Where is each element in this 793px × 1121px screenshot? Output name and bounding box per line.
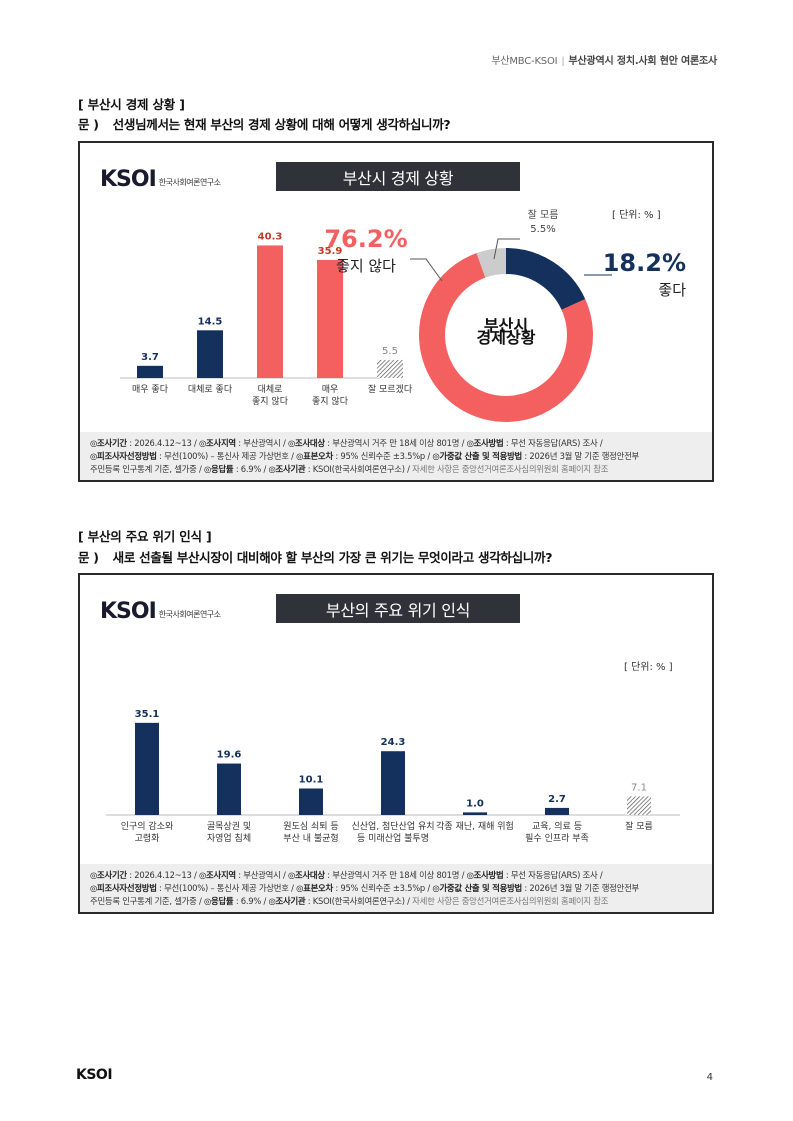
pie-slice xyxy=(419,248,593,422)
bar-category-label: 인구의 감소와 고령화 xyxy=(121,820,174,844)
bar xyxy=(317,259,343,378)
survey-footnote: ◎조사기간 : 2026.4.12~13 / ◎조사지역 : 부산광역시 / ◎… xyxy=(80,432,712,480)
bar xyxy=(627,796,651,815)
bar-value-label: 14.5 xyxy=(198,316,223,327)
bar-value-label: 3.7 xyxy=(141,352,159,363)
ksoi-logo-org: 한국사회여론연구소 xyxy=(158,178,221,187)
question-text: 선생님께서는 현재 부산의 경제 상황에 대해 어떻게 생각하십니까? xyxy=(112,117,451,132)
pie-slice-value: 5.5% xyxy=(530,224,555,235)
page-number: 4 xyxy=(706,1072,713,1083)
bar-category-label: 신산업, 첨단산업 유치 등 미래산업 불투명 xyxy=(351,820,434,844)
pie-slice-name: 좋지 않다 xyxy=(336,257,396,275)
bar-category-label: 대체로 좋지 않다 xyxy=(252,384,289,407)
bar-value-label: 19.6 xyxy=(217,750,242,761)
ksoi-logo-mark: KSOI xyxy=(100,599,157,624)
bar xyxy=(217,763,241,815)
bar xyxy=(257,245,283,378)
bar-value-label: 24.3 xyxy=(381,737,406,748)
bar xyxy=(197,330,223,378)
pie-center-label: 부산시 경제상황 xyxy=(477,316,536,347)
ksoi-logo-mark: KSOI xyxy=(100,167,157,192)
crisis-chart-panel: KSOI 한국사회여론연구소 부산의 주요 위기 인식 [ 단위: % ] 35… xyxy=(78,573,714,914)
ksoi-logo: KSOI 한국사회여론연구소 xyxy=(100,601,221,623)
header-org: 부산MBC-KSOI xyxy=(491,56,558,67)
bar-value-label: 5.5 xyxy=(382,346,398,357)
survey-footnote: ◎조사기간 : 2026.4.12~13 / ◎조사지역 : 부산광역시 / ◎… xyxy=(80,864,712,912)
bar-category-label: 잘 모르겠다 xyxy=(368,383,413,395)
unit-label: [ 단위: % ] xyxy=(624,662,673,673)
bar-category-label: 교육, 의료 등 필수 인프라 부족 xyxy=(525,821,589,844)
ksoi-logo-org: 한국사회여론연구소 xyxy=(158,610,221,619)
bar-value-label: 10.1 xyxy=(299,774,324,785)
bar-value-label: 1.0 xyxy=(466,798,484,809)
bar-value-label: 2.7 xyxy=(548,794,566,805)
bar-category-label: 매우 좋지 않다 xyxy=(312,384,349,407)
pie-slice-value: 18.2% xyxy=(603,249,686,277)
pie-slice-name: 잘 모름 xyxy=(528,209,559,221)
chart-title-banner: 부산의 주요 위기 인식 xyxy=(276,594,520,623)
question-prefix: 문 ) xyxy=(78,117,99,132)
bar-value-label: 7.1 xyxy=(631,782,647,793)
bar xyxy=(377,359,403,378)
economy-chart-svg: 3.7 매우 좋다 14.5 대체로 좋다 40.3 대체로 좋지 않다 35.9 매우 좋지 않… xyxy=(120,209,686,422)
bar-category-label: 잘 모름 xyxy=(625,820,653,832)
ksoi-logo: KSOI 한국사회여론연구소 xyxy=(100,169,221,191)
page-header: 부산MBC-KSOI | 부산광역시 정치.사회 현안 여론조사 xyxy=(491,56,718,67)
section-title-economy: [ 부산시 경제 상황 ] xyxy=(78,97,185,112)
bar xyxy=(299,788,323,815)
pie-slice-name: 좋다 xyxy=(658,281,686,299)
bar-category-label: 각종 재난, 재해 위험 xyxy=(436,820,514,832)
question-economy: 문 ) 선생님께서는 현재 부산의 경제 상황에 대해 어떻게 생각하십니까? xyxy=(78,114,451,133)
bar-category-label: 골목상권 및 자영업 침체 xyxy=(207,820,251,844)
bar xyxy=(463,812,487,815)
question-prefix: 문 ) xyxy=(78,550,99,565)
pie-slice xyxy=(419,248,593,422)
footer-logo: KSOI xyxy=(76,1067,113,1083)
bar-value-label: 35.9 xyxy=(318,246,343,257)
crisis-chart-svg: 35.1 인구의 감소와 고령화 19.6 골목상권 및 자영업 침체 10.1 원도심 쇠퇴… xyxy=(106,709,680,844)
bar-category-label: 대체로 좋다 xyxy=(188,384,233,395)
unit-label: [ 단위: % ] xyxy=(612,210,661,221)
chart-title-banner: 부산시 경제 상황 xyxy=(276,162,520,191)
economy-chart-panel: KSOI 한국사회여론연구소 부산시 경제 상황 [ 단위: % ] 3.7 매우… xyxy=(78,141,714,482)
pie-slice-value: 76.2% xyxy=(324,225,407,253)
bar xyxy=(137,365,163,378)
section-title-crisis: [ 부산의 주요 위기 인식 ] xyxy=(78,529,212,544)
bar-value-label: 35.1 xyxy=(135,709,160,720)
bar xyxy=(135,722,159,815)
bar xyxy=(381,751,405,815)
bar-category-label: 매우 좋다 xyxy=(132,384,169,395)
header-title: 부산광역시 정치.사회 현안 여론조사 xyxy=(568,56,718,67)
question-crisis: 문 ) 새로 선출될 부산시장이 대비해야 할 부산의 가장 큰 위기는 무엇이라… xyxy=(78,547,552,566)
bar xyxy=(545,807,569,815)
bar-category-label: 원도심 쇠퇴 등 부산 내 불균형 xyxy=(283,821,338,844)
bar-value-label: 40.3 xyxy=(258,231,283,242)
question-text: 새로 선출될 부산시장이 대비해야 할 부산의 가장 큰 위기는 무엇이라고 생… xyxy=(112,550,553,565)
